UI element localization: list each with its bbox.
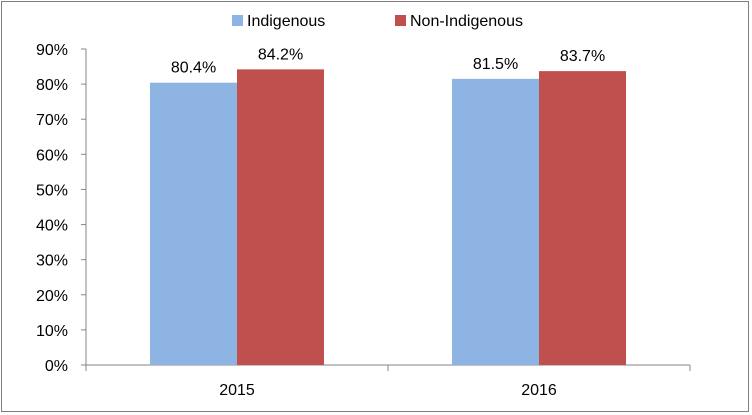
y-tick-label: 10% bbox=[36, 323, 68, 340]
data-label: 84.2% bbox=[258, 46, 303, 63]
y-tick-label: 20% bbox=[36, 288, 68, 305]
axes: 0% 10% 20% 30% 40% 50% 60% 70% 80% 90% 2015 2016 bbox=[36, 42, 691, 399]
bar-indigenous-2015 bbox=[150, 82, 237, 365]
bar-indigenous-2016 bbox=[452, 78, 539, 365]
y-tick-label: 50% bbox=[36, 182, 68, 199]
legend-label: Non-Indigenous bbox=[410, 13, 523, 30]
y-tick-label: 30% bbox=[36, 253, 68, 270]
y-tick-label: 70% bbox=[36, 112, 68, 129]
bar-non-indigenous-2016 bbox=[539, 71, 626, 366]
data-label: 80.4% bbox=[171, 60, 216, 77]
x-tick-label: 2016 bbox=[521, 382, 557, 399]
legend-swatch bbox=[232, 15, 243, 26]
data-labels: 80.4% 84.2% 81.5% 83.7% bbox=[171, 46, 605, 76]
y-tick-label: 90% bbox=[36, 42, 68, 59]
legend: Indigenous Non-Indigenous bbox=[232, 13, 523, 30]
data-label: 81.5% bbox=[473, 56, 518, 73]
y-tick-label: 60% bbox=[36, 147, 68, 164]
bar-non-indigenous-2015 bbox=[237, 69, 324, 365]
data-label: 83.7% bbox=[560, 48, 605, 65]
y-tick-label: 0% bbox=[45, 358, 68, 375]
y-tick-label: 40% bbox=[36, 218, 68, 235]
legend-label: Indigenous bbox=[247, 13, 325, 30]
bars bbox=[150, 69, 626, 366]
legend-swatch bbox=[395, 15, 406, 26]
x-tick-label: 2015 bbox=[219, 382, 255, 399]
y-tick-label: 80% bbox=[36, 77, 68, 94]
